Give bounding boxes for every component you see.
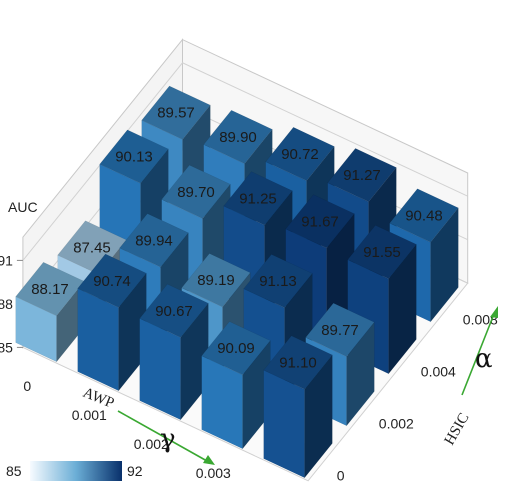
bar-top-face — [305, 302, 375, 357]
bar-top-face — [141, 85, 211, 140]
x-tick-label: 0.003 — [196, 465, 231, 481]
z-tick-labels: 85 88 91 — [0, 252, 23, 355]
bar: 90.09 — [201, 321, 271, 450]
bar-top-face — [139, 283, 209, 338]
x-tick-label: 0.001 — [72, 407, 107, 423]
bars: 89.57 89.90 90.72 91.27 90.48 90.13 89.70 91.25… — [15, 85, 459, 479]
bar-top-face — [285, 194, 355, 249]
x-tick-label: 0.002 — [134, 436, 169, 452]
bar-top-face — [201, 321, 271, 376]
bar-value-label: 90.13 — [115, 149, 153, 166]
bar-top-face — [243, 254, 313, 309]
y-axis-arrowhead — [490, 306, 498, 318]
y-tick-labels: 0 0.002 0.004 0.008 — [337, 312, 498, 484]
x-axis-symbol: γ — [160, 424, 176, 454]
bar-top-face — [327, 148, 397, 203]
y-axis-name: HSIC — [442, 410, 473, 448]
bar-top-face — [389, 188, 459, 243]
bar-value-label: 91.25 — [239, 190, 277, 207]
colorbar-min-label: 85 — [6, 463, 22, 479]
bar-top-face — [223, 171, 293, 226]
z-axis: AUC 85 88 91 — [0, 199, 38, 355]
bar-top-face — [119, 213, 189, 268]
bar-top-face — [263, 335, 333, 390]
bar-value-label: 90.72 — [281, 146, 319, 163]
y-tick-label: 0.002 — [379, 416, 414, 432]
bar: 88.17 — [15, 261, 85, 363]
bar-top-face — [77, 253, 147, 308]
y-tick-label: 0.008 — [463, 312, 498, 328]
bar-top-face — [265, 126, 335, 182]
z-tick-label: 85 — [0, 339, 13, 355]
bar-value-label: 91.55 — [363, 244, 401, 261]
bar-value-label: 87.45 — [73, 240, 111, 257]
y-tick-label: 0 — [337, 468, 345, 484]
bar-value-label: 89.19 — [197, 272, 235, 289]
bar-value-label: 90.67 — [155, 303, 193, 320]
bar-value-label: 91.27 — [343, 167, 381, 184]
x-tick-label: 0 — [23, 378, 31, 394]
bar-top-face — [181, 253, 251, 308]
colorbar-gradient — [30, 461, 122, 481]
y-axis-arrow — [461, 313, 495, 396]
z-gridline — [22, 62, 468, 261]
bar-top-face — [203, 109, 273, 165]
bar-value-label: 91.10 — [279, 355, 317, 372]
bar-value-label: 89.70 — [177, 184, 215, 201]
bar-top-face — [99, 129, 169, 184]
bar-value-label: 91.67 — [301, 213, 339, 230]
bar-value-label: 91.13 — [259, 273, 297, 290]
bar-top-face — [347, 224, 417, 280]
x-axis-arrowhead — [203, 455, 215, 465]
z-tick-label: 91 — [0, 252, 13, 268]
colorbar: 85 92 — [6, 461, 143, 481]
y-axis-symbol: α — [475, 344, 493, 374]
bar-value-label: 89.90 — [219, 129, 257, 146]
bar-value-label: 90.48 — [405, 208, 443, 225]
bar-value-label: 89.77 — [321, 322, 359, 339]
bar-value-label: 89.94 — [135, 232, 173, 249]
bar: 91.10 — [263, 335, 333, 479]
z-axis-label: AUC — [8, 199, 38, 215]
bar: 90.74 — [77, 253, 147, 392]
bar-value-label: 90.74 — [93, 273, 131, 290]
y-tick-label: 0.004 — [421, 364, 456, 380]
x-axis-arrow — [117, 410, 208, 462]
bar: 90.67 — [139, 283, 209, 421]
bar-top-face — [161, 164, 231, 219]
bar-value-label: 89.57 — [157, 105, 195, 122]
bar-value-label: 88.17 — [31, 281, 69, 298]
colorbar-max-label: 92 — [127, 463, 143, 479]
z-tick-label: 88 — [0, 296, 13, 312]
bar-value-label: 90.09 — [217, 340, 255, 357]
